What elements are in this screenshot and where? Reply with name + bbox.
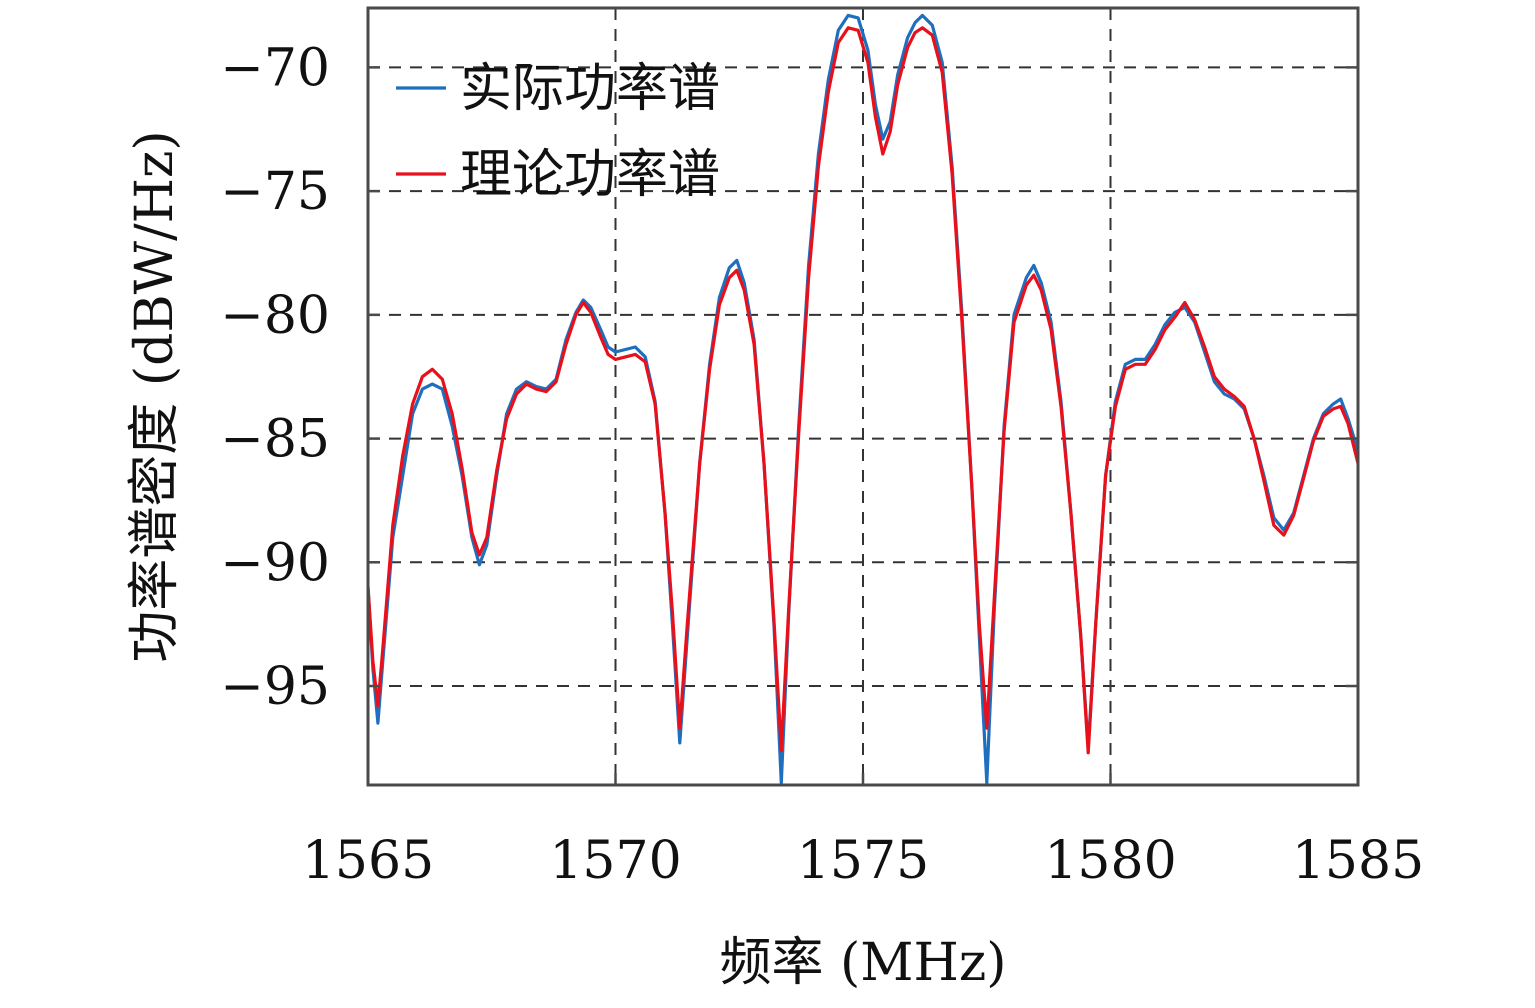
- y-tick-label: −90: [220, 533, 330, 593]
- y-tick-label: −95: [220, 657, 330, 717]
- legend-label-1: 实际功率谱: [460, 59, 720, 119]
- x-axis-title: 频率 (MHz): [719, 933, 1006, 993]
- legend-label-2: 理论功率谱: [460, 145, 720, 205]
- y-tick-label: −80: [220, 286, 330, 346]
- x-tick-label: 1585: [1292, 831, 1424, 891]
- series-line-1: [368, 13, 1358, 785]
- x-tick-label: 1580: [1044, 831, 1176, 891]
- y-tick-label: −75: [220, 162, 330, 222]
- y-tick-label: −70: [220, 38, 330, 98]
- x-tick-label: 1565: [302, 831, 434, 891]
- tick-layer: 1565 1570 1575 1580 1585 −70 −75 −80 −85 −90 −95: [220, 38, 1424, 891]
- series-layer: [368, 13, 1358, 785]
- y-tick-label: −85: [220, 410, 330, 470]
- x-tick-label: 1575: [797, 831, 929, 891]
- y-axis-title: 功率谱密度 (dBW/Hz): [125, 130, 185, 662]
- x-tick-label: 1570: [549, 831, 681, 891]
- series-line-2: [368, 26, 1358, 755]
